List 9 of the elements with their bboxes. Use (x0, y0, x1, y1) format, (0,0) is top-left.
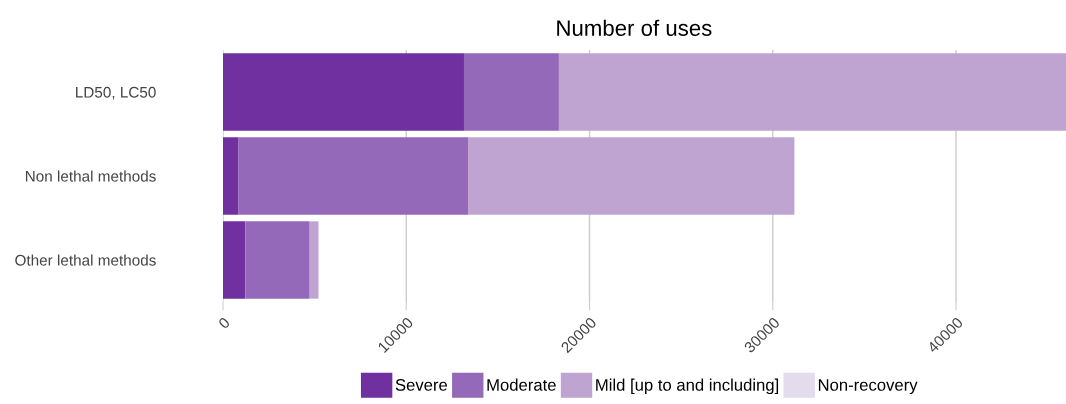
x-tick-label: 0 (217, 316, 231, 330)
y-tick-label: LD50, LC50 (76, 86, 156, 100)
y-tick-label: Non lethal methods (25, 170, 156, 182)
chart-title: Number of uses (557, 19, 712, 36)
legend-label: Moderate (487, 378, 556, 391)
legend-label: Non-recovery (818, 379, 918, 395)
y-tick-label: Other lethal methods (15, 254, 156, 266)
legend-label: Mild [up to and including] (596, 378, 779, 395)
legend-label: Severe (395, 379, 448, 391)
